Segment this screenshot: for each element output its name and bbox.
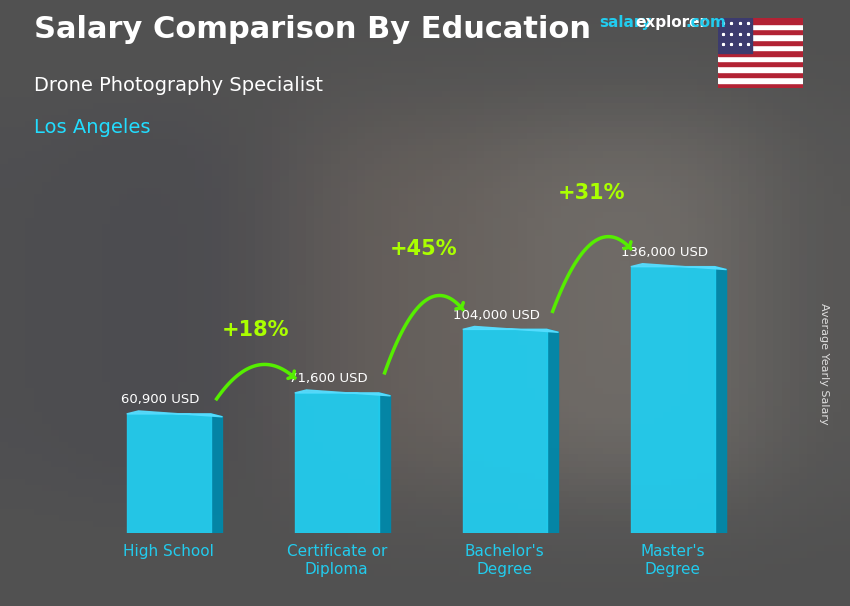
Text: +31%: +31% [558, 183, 626, 204]
Text: Average Yearly Salary: Average Yearly Salary [819, 303, 829, 424]
Text: 136,000 USD: 136,000 USD [620, 246, 708, 259]
Text: +18%: +18% [222, 319, 289, 339]
Text: Salary Comparison By Education: Salary Comparison By Education [34, 15, 591, 44]
Text: 60,900 USD: 60,900 USD [122, 393, 200, 406]
Polygon shape [718, 18, 752, 53]
Text: +45%: +45% [390, 239, 457, 259]
Polygon shape [295, 393, 379, 533]
Text: Drone Photography Specialist: Drone Photography Specialist [34, 76, 323, 95]
Text: explorer: explorer [636, 15, 708, 30]
Polygon shape [379, 393, 390, 533]
Bar [718, 39, 803, 45]
Polygon shape [631, 267, 715, 533]
Bar [718, 67, 803, 72]
Polygon shape [211, 414, 223, 533]
Text: salary: salary [599, 15, 652, 30]
Bar [718, 61, 803, 67]
Polygon shape [127, 414, 211, 533]
Polygon shape [715, 267, 727, 533]
Bar [718, 82, 803, 88]
Bar [718, 24, 803, 29]
Bar [718, 50, 803, 56]
Bar [718, 35, 803, 39]
Polygon shape [462, 330, 547, 533]
Bar [718, 56, 803, 61]
Bar [718, 72, 803, 77]
Polygon shape [295, 390, 390, 396]
Polygon shape [127, 411, 223, 417]
Text: Los Angeles: Los Angeles [34, 118, 150, 137]
Polygon shape [547, 330, 558, 533]
Text: 104,000 USD: 104,000 USD [453, 308, 540, 322]
Bar [718, 77, 803, 82]
Text: .com: .com [685, 15, 726, 30]
Bar [718, 18, 803, 24]
Bar [718, 29, 803, 35]
Polygon shape [462, 327, 558, 332]
Text: 71,600 USD: 71,600 USD [289, 372, 368, 385]
Polygon shape [631, 264, 727, 270]
Bar [718, 45, 803, 50]
